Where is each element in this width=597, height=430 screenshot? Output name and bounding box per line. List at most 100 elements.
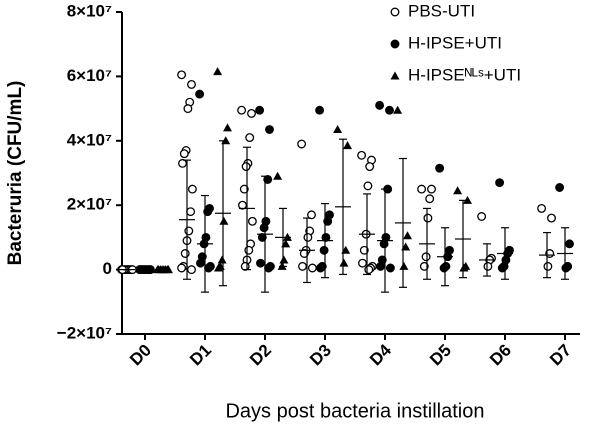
x-tick-label: D7: [546, 341, 575, 370]
data-point: [425, 194, 435, 204]
error-bar: [215, 140, 231, 287]
legend-label: H-IPSE+UTI: [408, 33, 502, 52]
data-point: [315, 105, 325, 115]
data-point: [427, 184, 436, 194]
y-tick-label: −2×10⁷: [57, 323, 112, 342]
data-point: [203, 207, 213, 217]
legend-marker: [390, 71, 400, 80]
x-tick-label: D5: [426, 341, 455, 370]
data-point: [298, 261, 307, 271]
data-point: [213, 67, 223, 76]
data-point: [421, 252, 431, 262]
data-point: [204, 263, 214, 273]
data-point: [180, 249, 190, 258]
error-bar: [239, 146, 255, 271]
data-point: [303, 232, 313, 242]
data-point: [495, 178, 505, 188]
error-bar: [197, 194, 213, 293]
data-point: [403, 231, 412, 240]
data-point: [537, 203, 547, 213]
data-point: [187, 265, 196, 275]
data-point: [239, 184, 249, 194]
error-bar: [179, 159, 195, 280]
data-point: [219, 216, 229, 225]
data-point: [483, 261, 493, 271]
data-point: [423, 213, 433, 223]
error-bar: [359, 193, 375, 276]
data-point: [195, 89, 205, 99]
data-point: [375, 100, 385, 110]
data-point: [417, 184, 427, 194]
data-point: [453, 186, 463, 195]
legend-marker: [390, 7, 400, 17]
data-point: [186, 207, 196, 217]
data-point: [463, 195, 472, 204]
data-point: [385, 105, 394, 115]
data-point: [385, 263, 395, 273]
error-bar: [455, 199, 471, 279]
data-point: [319, 245, 329, 255]
y-tick-label: 4×10⁷: [67, 130, 112, 149]
data-point: [543, 261, 553, 271]
error-bar: [479, 243, 495, 277]
data-point: [265, 125, 274, 134]
x-tick-label: D3: [306, 341, 335, 370]
data-point: [217, 255, 227, 264]
error-bar: [395, 157, 411, 288]
x-tick-label: D6: [486, 341, 515, 370]
data-point: [247, 108, 256, 118]
data-point: [435, 163, 445, 173]
data-point: [399, 261, 409, 270]
data-point: [279, 255, 289, 264]
data-point: [273, 171, 283, 180]
data-point: [547, 213, 556, 223]
error-bar: [317, 202, 333, 279]
data-point: [555, 183, 565, 192]
data-point: [178, 158, 187, 168]
y-axis-label: Bacteruria (CFU/mL): [5, 81, 26, 266]
y-tick-label: 6×10⁷: [67, 66, 112, 85]
data-point: [245, 133, 255, 143]
x-tick-label: D2: [246, 341, 275, 370]
data-point: [259, 223, 269, 233]
data-point: [359, 245, 369, 255]
data-point: [241, 162, 251, 172]
data-point: [196, 258, 205, 268]
y-tick-label: 0: [103, 259, 112, 278]
y-tick-label: 2×10⁷: [67, 195, 112, 214]
data-point: [244, 245, 254, 255]
data-point: [358, 258, 367, 268]
data-point: [357, 150, 367, 160]
error-bar: [419, 207, 435, 280]
data-point: [307, 210, 316, 220]
x-axis-label: Days post bacteria instillation: [225, 400, 484, 422]
data-point: [565, 239, 574, 249]
error-bar: [539, 231, 555, 279]
data-point: [177, 70, 187, 80]
x-tick-label: D4: [366, 340, 395, 369]
y-tick-label: 8×10⁷: [67, 1, 112, 20]
data-point: [364, 265, 374, 275]
data-point: [393, 105, 403, 114]
legend-marker: [390, 39, 400, 49]
error-bar: [257, 175, 273, 293]
data-point: [316, 263, 325, 273]
error-bar: [377, 188, 393, 293]
data-point: [343, 141, 352, 150]
error-bar: [335, 138, 351, 276]
data-point: [177, 263, 187, 273]
x-tick-label: D0: [126, 341, 155, 370]
data-point: [561, 263, 571, 273]
data-point: [264, 263, 274, 273]
legend-label: H-IPSEᴺᴸˢ+UTI: [408, 65, 521, 84]
data-point: [323, 216, 333, 226]
error-bar: [275, 207, 291, 267]
data-point: [214, 263, 223, 272]
data-point: [365, 162, 375, 172]
x-tick-label: D1: [186, 341, 215, 370]
error-bar: [557, 227, 573, 280]
data-point: [333, 125, 343, 134]
error-bar: [299, 217, 315, 284]
